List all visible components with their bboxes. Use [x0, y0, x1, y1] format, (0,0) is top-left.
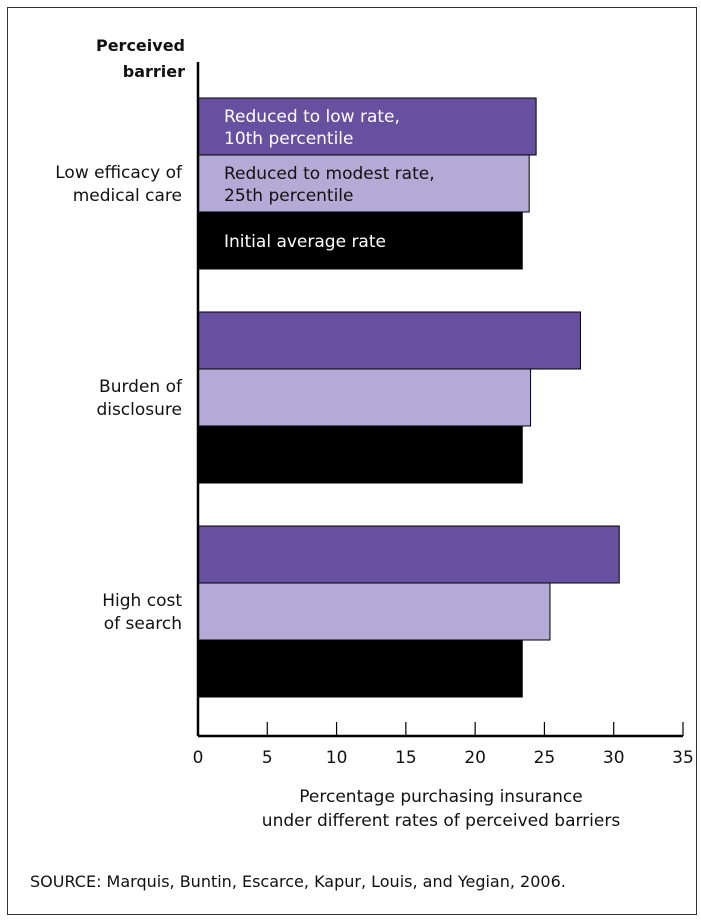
figure-frame [7, 7, 697, 915]
bar-1-2 [197, 154, 530, 213]
legend-label: Reduced to low rate, [224, 107, 400, 127]
bar-2-1 [197, 311, 581, 370]
x-tick-label: 5 [262, 748, 273, 768]
x-axis-title: Percentage purchasing insurance [299, 787, 582, 807]
x-tick-label: 35 [672, 748, 694, 768]
x-axis-title: under different rates of perceived barri… [262, 811, 621, 831]
category-label: High cost [102, 591, 182, 611]
bar-1-3 [197, 211, 523, 270]
x-tick-label: 0 [193, 748, 204, 768]
legend-label: 25th percentile [224, 186, 354, 206]
bar-2-2 [197, 368, 532, 427]
bar-3-1 [197, 525, 620, 584]
legend-label: Reduced to modest rate, [224, 164, 435, 184]
legend-label: Initial average rate [224, 232, 386, 252]
bar-3-2 [197, 582, 551, 641]
x-tick-label: 15 [395, 748, 417, 768]
source-note: SOURCE: Marquis, Buntin, Escarce, Kapur,… [30, 872, 566, 891]
category-label: disclosure [96, 400, 182, 420]
category-label: Low efficacy of [55, 163, 183, 183]
y-axis-title: Perceived [96, 36, 185, 55]
x-tick-label: 20 [464, 748, 486, 768]
bar-2-3 [197, 425, 523, 484]
category-label: of search [104, 614, 182, 634]
category-label: medical care [73, 186, 182, 206]
bar-1-1 [197, 97, 537, 156]
bar-3-3 [197, 639, 523, 698]
x-tick-label: 30 [603, 748, 625, 768]
y-axis-title: barrier [123, 62, 185, 81]
x-tick-label: 10 [326, 748, 348, 768]
category-label: Burden of [99, 377, 183, 397]
x-tick-label: 25 [534, 748, 556, 768]
legend-label: 10th percentile [224, 129, 354, 149]
